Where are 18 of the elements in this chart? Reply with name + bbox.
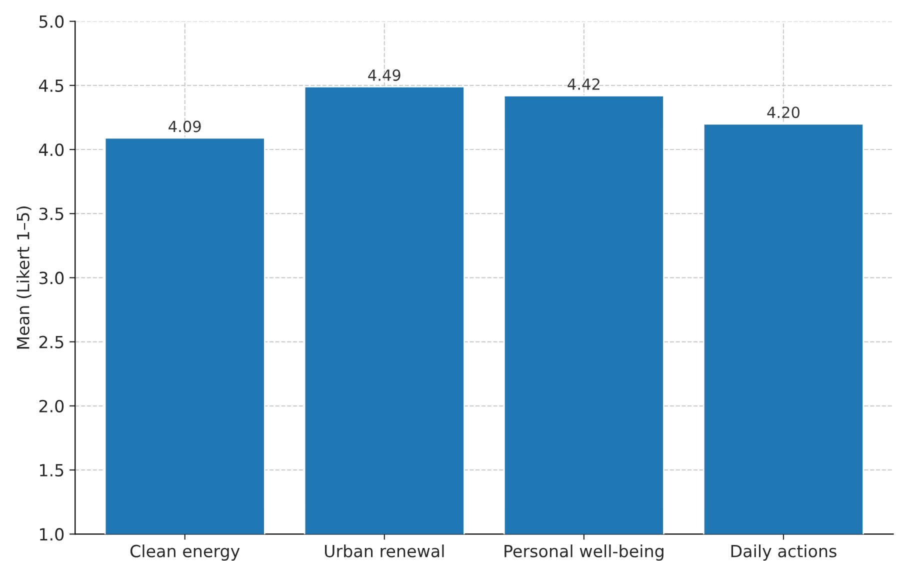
- y-tick-label: 5.0: [39, 15, 64, 28]
- y-tick-label: 1.0: [40, 528, 64, 541]
- y-tick-label: 1.5: [40, 464, 64, 477]
- x-tick-label: Clean energy: [130, 544, 240, 561]
- x-tick-label: Personal well-being: [504, 544, 664, 561]
- x-tick-label: Daily actions: [731, 544, 836, 561]
- y-tick-label: 4.0: [39, 143, 64, 156]
- data-label: 4.49: [368, 69, 400, 81]
- data-label: 4.20: [767, 106, 800, 118]
- data-label: 4.42: [568, 78, 600, 90]
- y-tick-label: 2.0: [39, 400, 64, 412]
- y-tick-label: 2.5: [39, 336, 64, 348]
- y-tick-label: 4.5: [39, 80, 64, 92]
- y-axis-title: Mean (Likert 1–5): [16, 206, 32, 349]
- y-tick-label: 3.5: [39, 208, 64, 220]
- x-tick-label: Urban renewal: [324, 544, 444, 558]
- y-tick-label: 3.0: [39, 272, 64, 284]
- data-label: 4.09: [168, 120, 201, 132]
